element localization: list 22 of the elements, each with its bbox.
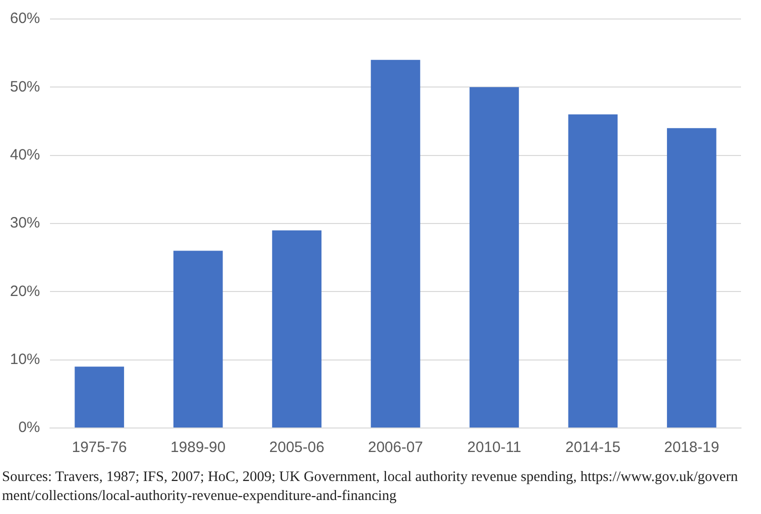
bar: [666, 128, 716, 428]
bar: [74, 366, 124, 428]
y-tick-label: 60%: [10, 10, 40, 28]
bar: [470, 87, 519, 428]
y-tick-label: 30%: [10, 214, 40, 232]
x-tick-label: 1975-76: [72, 439, 127, 456]
bar: [568, 114, 618, 428]
x-tick-label: 2014-15: [565, 439, 620, 456]
source-note: Sources: Travers, 1987; IFS, 2007; HoC, 2009; UK Government, local authority revenue spending, https://www.gov.uk/government/collections/local-authority-revenue-expenditure-and-financing: [2, 468, 739, 506]
x-tick-label: 1989-90: [170, 439, 226, 456]
x-tick-label: 2006-07: [368, 439, 424, 456]
y-tick-label: 10%: [10, 350, 40, 368]
x-tick-label: 2005-06: [269, 439, 324, 456]
bar: [370, 60, 420, 428]
x-tick-label: 2018-19: [664, 439, 720, 456]
bar: [173, 250, 223, 428]
y-tick-label: 50%: [10, 78, 40, 96]
x-tick-label: 2010-11: [467, 439, 522, 456]
bar: [272, 230, 322, 428]
y-tick-label: 40%: [10, 146, 40, 164]
y-tick-label: 0%: [18, 419, 40, 436]
y-tick-label: 20%: [10, 282, 40, 300]
